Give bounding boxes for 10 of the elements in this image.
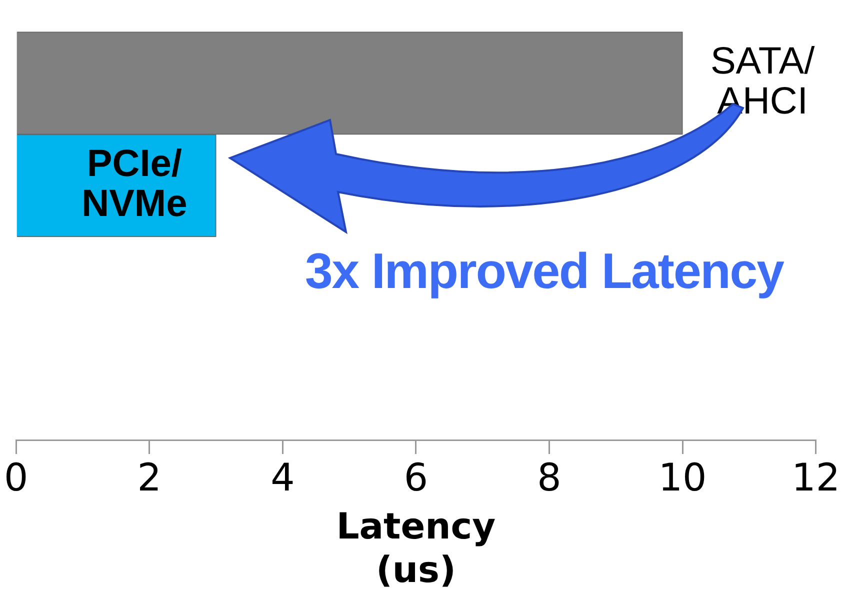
x-tick-label: 4 (270, 456, 295, 500)
x-tick-label: 10 (658, 456, 707, 500)
x-tick-label: 8 (537, 456, 562, 500)
x-tick-label: 12 (792, 456, 840, 500)
y-tick-label: PCIe/ NVMe (82, 143, 188, 226)
x-tick-label: 2 (137, 456, 162, 500)
text: 3x Improved Latency (305, 242, 784, 300)
x-tick-label: 6 (404, 456, 428, 500)
x-tick-label: 0 (4, 456, 28, 500)
x-axis-title: Latency (us) (336, 506, 496, 591)
